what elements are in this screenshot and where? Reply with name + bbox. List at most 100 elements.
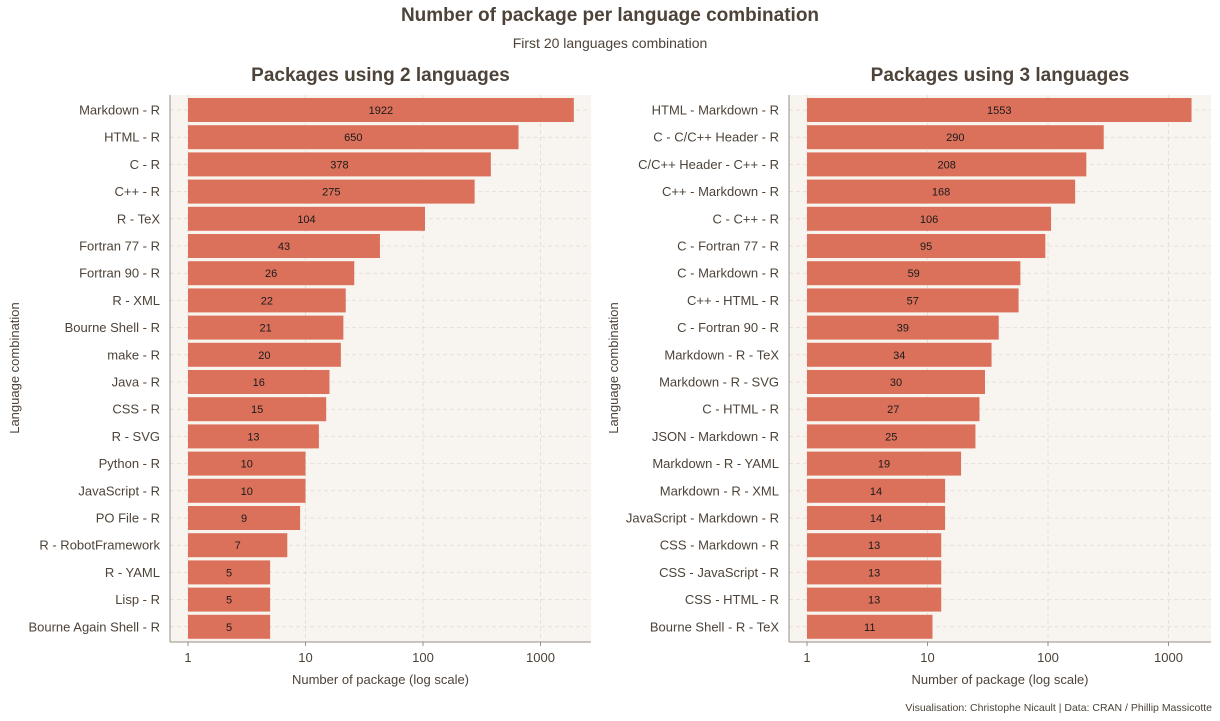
bar-value-label: 25: [885, 431, 897, 443]
bar: [807, 587, 942, 612]
charts-canvas: 1922650378275104432622212016151310109755…: [7, 65, 1211, 687]
bar-value-label: 1553: [987, 105, 1011, 117]
bar-value-label: 34: [893, 350, 905, 362]
bar: [807, 234, 1046, 258]
bar-value-label: 14: [870, 513, 882, 525]
chart-subtitle: First 20 languages combination: [512, 35, 708, 51]
x-tick-label: 10: [920, 650, 934, 665]
bar: [188, 152, 491, 177]
bar: [807, 315, 999, 340]
bar-value-label: 5: [226, 567, 232, 579]
bar-value-label: 59: [908, 268, 920, 280]
bar: [188, 370, 330, 394]
category-label: C - HTML - R: [702, 402, 779, 417]
bar: [188, 315, 344, 340]
bar: [188, 342, 341, 367]
bar: [188, 288, 346, 313]
category-label: Bourne Again Shell - R: [28, 619, 160, 634]
bar: [807, 451, 962, 476]
bar-value-label: 57: [907, 295, 919, 307]
bar-value-label: 290: [946, 132, 964, 144]
bar: [188, 98, 574, 122]
bar: [807, 125, 1104, 150]
bar-value-label: 10: [241, 486, 253, 498]
y-axis-title: Language combination: [606, 302, 621, 434]
bar-value-label: 1922: [369, 105, 393, 117]
bar: [188, 261, 355, 286]
bar: [807, 206, 1052, 231]
panel-title: Packages using 3 languages: [871, 65, 1130, 86]
category-label: R - XML: [112, 293, 160, 308]
category-label: Fortran 77 - R: [79, 239, 160, 254]
x-tick-label: 1000: [1154, 650, 1183, 665]
category-label: C - C++ - R: [713, 211, 779, 226]
panel-title: Packages using 2 languages: [251, 65, 510, 86]
bar: [188, 506, 301, 530]
bar: [807, 424, 976, 449]
bar-value-label: 104: [297, 214, 315, 226]
bar-value-label: 168: [932, 187, 950, 199]
category-label: C++ - Markdown - R: [662, 184, 779, 199]
category-label: Python - R: [99, 456, 160, 471]
bar: [188, 478, 306, 503]
bar-value-label: 5: [226, 622, 232, 634]
bar: [807, 152, 1087, 177]
bar-value-label: 106: [920, 214, 938, 226]
panel-1: 1922650378275104432622212016151310109755…: [7, 65, 591, 687]
category-label: C++ - R: [114, 184, 160, 199]
category-label: JSON - Markdown - R: [652, 429, 779, 444]
category-label: C/C++ Header - C++ - R: [638, 157, 779, 172]
bar: [188, 614, 271, 639]
x-tick-label: 1: [184, 650, 191, 665]
x-tick-label: 1: [803, 650, 810, 665]
bar-value-label: 27: [887, 404, 899, 416]
category-label: R - RobotFramework: [39, 538, 160, 553]
bar-value-label: 13: [868, 540, 880, 552]
category-label: C - C/C++ Header - R: [653, 130, 779, 145]
bar: [807, 370, 985, 394]
bar: [188, 125, 519, 150]
x-axis-title: Number of package (log scale): [911, 672, 1088, 687]
bar-value-label: 15: [251, 404, 263, 416]
bar-value-label: 26: [265, 268, 277, 280]
bar-value-label: 20: [258, 350, 270, 362]
bar: [807, 342, 992, 367]
bar-value-label: 13: [868, 595, 880, 607]
category-label: Markdown - R - XML: [660, 483, 779, 498]
category-label: Markdown - R - YAML: [652, 456, 779, 471]
category-label: make - R: [107, 347, 160, 362]
category-label: C++ - HTML - R: [687, 293, 779, 308]
category-label: C - Markdown - R: [677, 266, 779, 281]
bar: [188, 560, 271, 585]
panel-background: [789, 95, 1211, 642]
bar: [807, 478, 946, 503]
bar-value-label: 13: [247, 431, 259, 443]
category-label: Bourne Shell - R: [65, 320, 160, 335]
bar: [188, 179, 475, 204]
bar-value-label: 7: [235, 540, 241, 552]
category-label: CSS - Markdown - R: [660, 538, 779, 553]
category-label: R - TeX: [117, 211, 160, 226]
bar-value-label: 208: [937, 159, 955, 171]
bar-value-label: 650: [344, 132, 362, 144]
bar-value-label: 10: [241, 459, 253, 471]
category-label: Markdown - R - TeX: [664, 347, 779, 362]
bar: [188, 587, 271, 612]
bar-value-label: 95: [920, 241, 932, 253]
bar-value-label: 14: [870, 486, 882, 498]
category-label: R - YAML: [105, 565, 160, 580]
category-label: Bourne Shell - R - TeX: [650, 619, 779, 634]
x-tick-label: 10: [298, 650, 312, 665]
bar: [188, 234, 380, 258]
bar: [188, 397, 327, 422]
category-label: Lisp - R: [115, 592, 160, 607]
bar: [188, 206, 426, 231]
chart-caption: Visualisation: Christophe Nicault | Data…: [905, 702, 1212, 714]
bar: [188, 451, 306, 476]
bar-value-label: 21: [260, 323, 272, 335]
category-label: R - SVG: [112, 429, 160, 444]
chart-title: Number of package per language combinati…: [400, 5, 820, 26]
category-label: JavaScript - Markdown - R: [626, 511, 779, 526]
bar: [807, 288, 1019, 313]
category-label: PO File - R: [96, 511, 160, 526]
